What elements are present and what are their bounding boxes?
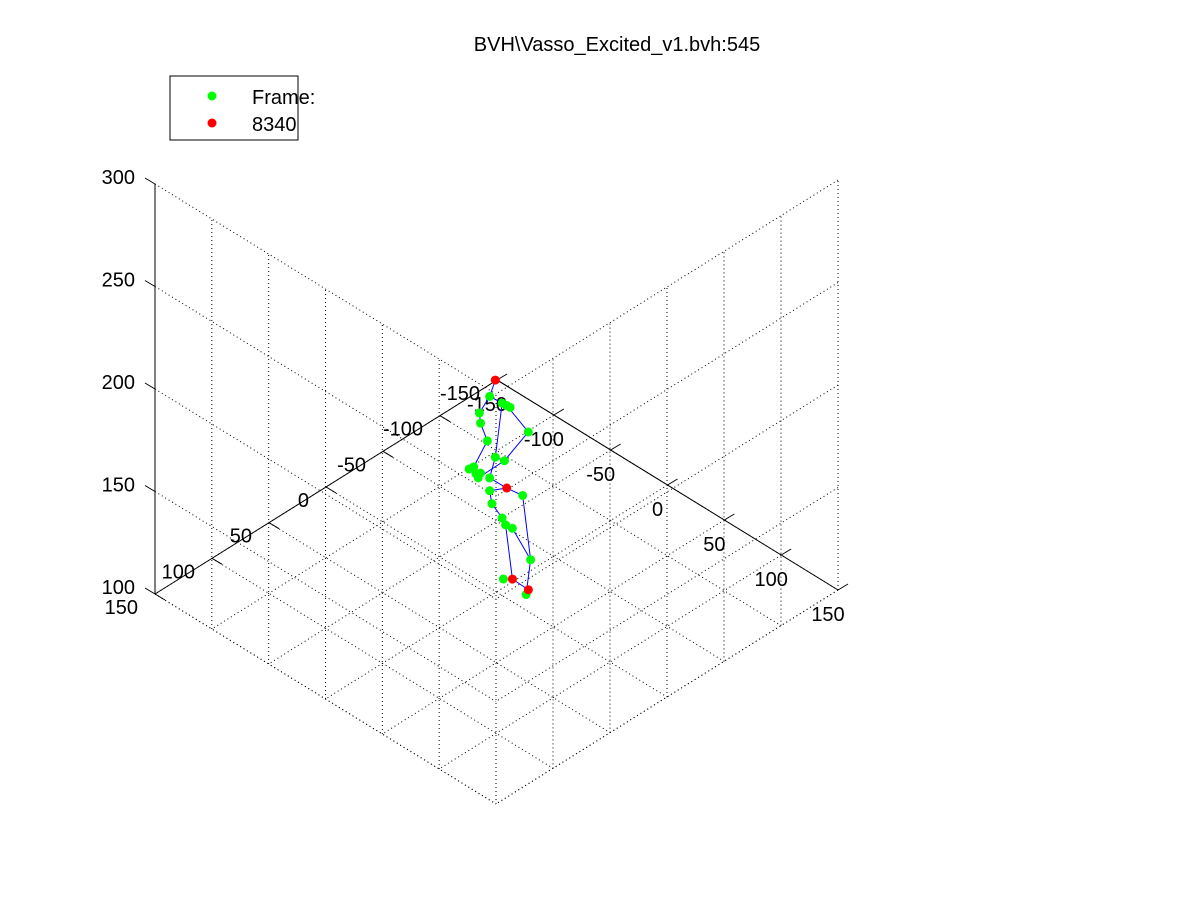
x-tick-label: 100	[754, 569, 787, 591]
x-tick-label: 0	[652, 499, 663, 521]
x-tick-mark	[724, 513, 735, 521]
z-tick-mark	[144, 587, 156, 595]
y-tick-mark	[154, 593, 166, 601]
grid-line-floor-x	[438, 554, 782, 770]
skeleton-joint-point	[464, 464, 474, 474]
y-tick-mark	[382, 450, 394, 458]
z-tick-mark	[144, 280, 156, 287]
legend-label-frame: Frame:	[252, 87, 315, 109]
skeleton-bone	[505, 524, 513, 580]
grid-line-floor-x	[268, 449, 611, 665]
skeleton-bone	[473, 440, 488, 468]
grid-line-backy-horizontal	[495, 487, 839, 702]
z-tick-mark	[144, 177, 156, 185]
y-tick-label: -100	[383, 419, 423, 441]
z-tick-label: 300	[102, 167, 135, 189]
grid-line-backy-horizontal	[495, 384, 839, 600]
z-tick-label: 200	[102, 372, 135, 394]
z-tick-label: 100	[102, 577, 135, 599]
skeleton-joint-point	[474, 408, 484, 418]
tick-labels: -150-100-50050100150-150-100-50050100150…	[102, 167, 845, 626]
grid-line-backx-horizontal	[154, 388, 497, 600]
y-tick-mark	[268, 522, 280, 530]
grid-line-backy-horizontal	[495, 282, 839, 497]
grid-line-backy-horizontal	[495, 179, 839, 395]
x-tick-mark	[667, 478, 678, 486]
grid-line-backx-horizontal	[154, 593, 497, 805]
y-tick-label: -150	[440, 383, 480, 405]
legend-label-8340: 8340	[252, 114, 297, 136]
skeleton-points	[464, 375, 536, 600]
grid-lines	[154, 179, 839, 805]
x-tick-label: -100	[524, 429, 564, 451]
skeleton-joint-point	[523, 585, 533, 595]
z-tick-label: 150	[102, 475, 135, 497]
y-tick-label: 50	[230, 526, 252, 548]
skeleton-joint-point	[523, 427, 533, 437]
grid-line-floor-x	[211, 414, 555, 630]
legend-marker-8340	[207, 118, 217, 128]
chart-title: BVH\Vasso_Excited_v1.bvh:545	[474, 34, 760, 56]
skeleton-bone	[494, 403, 503, 458]
grid-line-backx-horizontal	[154, 183, 497, 395]
skeleton-joint-point	[497, 513, 507, 523]
skeleton-joint-point	[507, 523, 517, 533]
skeleton-joint-point	[526, 555, 536, 565]
skeleton-joint-point	[485, 391, 495, 401]
y-tick-label: 100	[162, 561, 195, 583]
y-tick-mark	[211, 557, 223, 565]
x-tick-mark	[837, 583, 849, 591]
skeleton-joint-point	[485, 486, 495, 496]
axes	[144, 177, 849, 601]
z-tick-label: 250	[102, 270, 135, 292]
skeleton-joint-point	[473, 473, 483, 483]
x-tick-label: -50	[586, 464, 615, 486]
x-tick-label: 150	[811, 604, 844, 626]
y-tick-mark	[439, 415, 451, 423]
skeleton-joint-point	[487, 499, 497, 509]
legend-box	[169, 75, 299, 141]
z-tick-mark	[144, 485, 156, 492]
skeleton-joint-point	[490, 375, 500, 385]
skeleton-joint-point	[502, 401, 512, 411]
skeleton-joint-point	[482, 436, 492, 446]
skeleton-joint-point	[485, 473, 495, 483]
skeleton-joint-point	[499, 456, 509, 466]
skeleton-joint-point	[501, 520, 511, 530]
skeleton-joint-point	[490, 452, 500, 462]
grid-line-backx-horizontal	[154, 491, 497, 702]
grid-line-floor-y	[211, 557, 554, 769]
grid-line-backy-horizontal	[495, 589, 839, 805]
x-tick-label: 50	[703, 534, 725, 556]
x-tick-mark	[610, 443, 621, 451]
legend: Frame: 8340	[169, 75, 315, 141]
y-tick-label: 150	[105, 597, 138, 619]
skeleton-bone	[504, 431, 529, 462]
skeleton-joint-point	[476, 418, 486, 428]
y-tick-mark	[325, 486, 337, 494]
grid-line-floor-y	[268, 522, 611, 734]
x-tick-mark	[553, 408, 565, 416]
skeleton-joint-point	[502, 483, 512, 493]
grid-line-floor-x	[382, 519, 725, 735]
y-tick-label: -50	[337, 454, 366, 476]
skeleton-bone	[511, 528, 532, 560]
skeleton-joint-point	[498, 574, 508, 584]
skeleton-joint-point	[518, 490, 528, 500]
skeleton-joint-point	[507, 574, 517, 584]
legend-marker-frame	[207, 91, 217, 101]
x-tick-mark	[780, 548, 792, 556]
y-tick-label: 0	[298, 490, 309, 512]
z-tick-mark	[144, 382, 156, 390]
skeleton-bone	[522, 495, 532, 560]
grid-line-backx-horizontal	[154, 286, 497, 497]
